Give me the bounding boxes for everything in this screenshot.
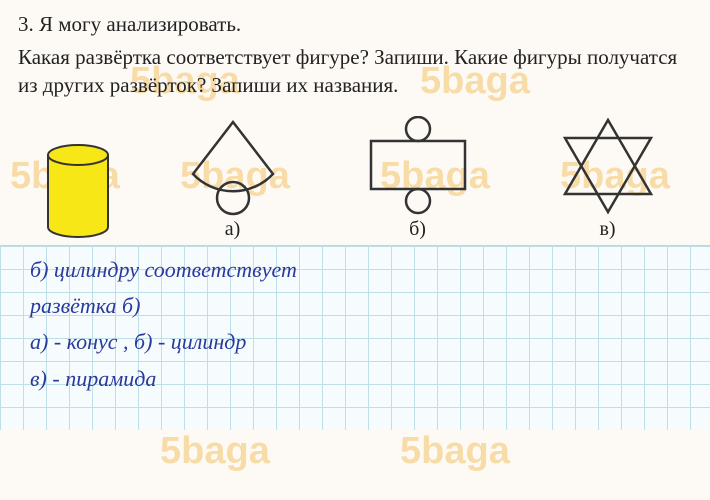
handwriting-line-3: а) - конус , б) - цилиндр [30,324,680,360]
watermark: 5baga [160,430,270,473]
notebook-area: б) цилиндру соответствует развётка б) а)… [0,245,710,430]
handwriting-block: б) цилиндру соответствует развётка б) а)… [0,246,710,403]
cylinder-svg [43,141,113,241]
handwriting-line-4: в) - пирамида [30,361,680,397]
figure-cylinder [43,141,113,241]
cylinder-net-svg [353,116,483,216]
figure-star: в) [548,116,668,241]
figure-cylinder-net: б) [353,116,483,241]
figure-cone-net: а) [178,116,288,241]
figure-label-v: в) [599,218,615,241]
handwriting-line-2: развётка б) [30,288,680,324]
figure-label-a: а) [225,218,241,241]
star-svg [548,116,668,216]
task-body: Какая развёртка соответствует фигуре? За… [18,43,692,100]
task-number: 3. [18,12,34,36]
cone-net-svg [178,116,288,216]
task-title: Я могу анализировать. [39,12,241,36]
handwriting-line-1: б) цилиндру соответствует [30,252,680,288]
task-header: 3. Я могу анализировать. [18,12,692,37]
figure-label-b: б) [409,218,426,241]
watermark: 5baga [400,430,510,473]
figures-row: а) б) в) [0,108,710,245]
